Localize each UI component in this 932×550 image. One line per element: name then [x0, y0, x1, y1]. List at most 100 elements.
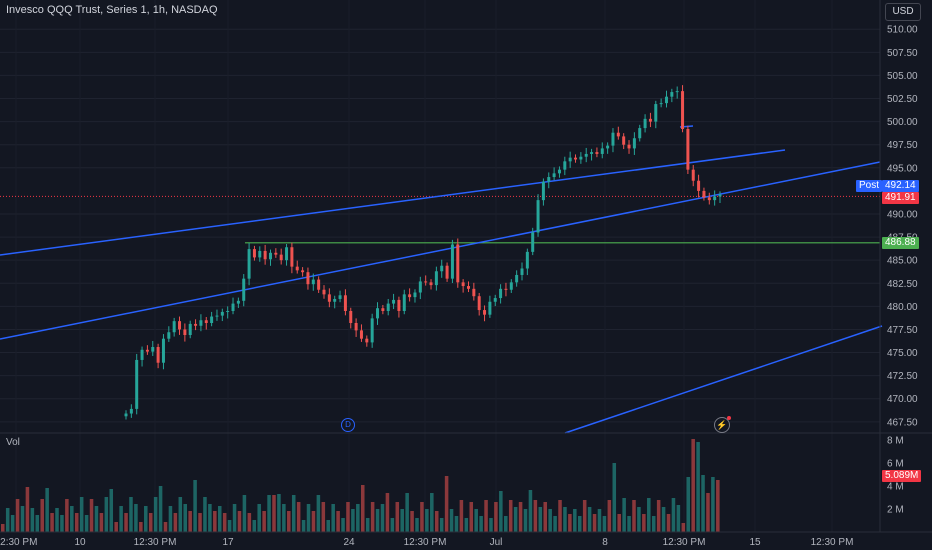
- trendlines[interactable]: [0, 125, 883, 434]
- volume-bar: [65, 499, 69, 532]
- candle-body: [707, 197, 711, 201]
- volume-bar: [582, 500, 587, 532]
- volume-bar: [494, 502, 498, 532]
- candle-body: [247, 249, 251, 279]
- volume-bar: [676, 505, 681, 532]
- volume-tick-label: 8 M: [887, 436, 904, 447]
- time-tick-label: 12:30 PM: [134, 537, 177, 548]
- price-tick-label: 482.50: [887, 279, 918, 290]
- volume-bar: [272, 495, 276, 532]
- volume-bar: [454, 516, 459, 532]
- dividend-badge[interactable]: D: [341, 418, 355, 432]
- volume-bar: [577, 516, 582, 532]
- volume-bar: [153, 497, 158, 532]
- volume-bar: [193, 480, 197, 532]
- volume-bar: [696, 442, 700, 532]
- candle-body: [670, 92, 674, 97]
- candle-body: [568, 157, 572, 162]
- volume-bar: [528, 490, 533, 532]
- volume-bar: [134, 504, 138, 532]
- candle-body: [349, 310, 353, 323]
- candle-body: [376, 308, 380, 319]
- volume-bar: [213, 511, 217, 532]
- level-price-tag: 486.88: [882, 237, 919, 249]
- volume-bar: [257, 504, 261, 532]
- volume-bar: [237, 511, 242, 532]
- volume-bar: [55, 508, 59, 532]
- volume-bar: [356, 504, 360, 532]
- candle-body: [504, 288, 508, 290]
- volume-bar: [94, 506, 99, 532]
- volume-bar: [587, 507, 592, 532]
- candle-body: [268, 252, 272, 260]
- candle-body: [124, 413, 128, 417]
- price-tick-label: 495.00: [887, 163, 918, 174]
- time-tick-label: 15: [749, 537, 761, 548]
- volume-bar: [370, 502, 375, 532]
- volume-bar: [518, 502, 523, 532]
- candle-body: [129, 408, 133, 414]
- candle-body: [151, 347, 155, 352]
- volume-bar: [405, 493, 409, 532]
- candle-body: [295, 266, 299, 271]
- candle-body: [236, 300, 240, 304]
- candle-body: [274, 252, 278, 255]
- volume-bar: [60, 515, 64, 532]
- candle-body: [167, 332, 171, 339]
- volume-bar: [385, 493, 390, 532]
- candle-body: [333, 298, 337, 302]
- candle-body: [285, 247, 289, 261]
- candle-body: [381, 308, 385, 311]
- volume-bar: [30, 508, 35, 532]
- time-tick-label: 8: [602, 537, 608, 548]
- candle-body: [509, 282, 513, 290]
- volume-bar: [242, 495, 247, 532]
- candle-body: [194, 323, 198, 326]
- candle-body: [611, 132, 615, 146]
- volume-bar: [114, 522, 118, 532]
- candle-body: [343, 295, 347, 311]
- price-tick-label: 477.50: [887, 325, 918, 336]
- volume-bar: [20, 506, 25, 532]
- volume-bar: [415, 518, 419, 532]
- candle-body: [145, 349, 149, 352]
- volume-bar: [104, 497, 109, 532]
- volume-bar: [523, 509, 528, 532]
- volume-bar: [336, 511, 340, 532]
- time-tick-label: 17: [222, 537, 234, 548]
- volume-tick-label: 6 M: [887, 459, 904, 470]
- candle-body: [477, 296, 481, 311]
- candle-body: [595, 152, 599, 154]
- volume-bar: [469, 502, 474, 532]
- candle-body: [664, 96, 668, 104]
- volume-bar: [321, 502, 326, 532]
- volume-bar: [716, 480, 720, 532]
- candle-body: [681, 91, 685, 130]
- volume-bar: [316, 495, 321, 532]
- candle-body: [156, 347, 160, 363]
- volume-bar: [489, 518, 493, 532]
- volume-bar: [647, 498, 651, 532]
- volume-bar: [671, 498, 676, 532]
- candle-body: [627, 144, 631, 149]
- lightning-icon[interactable]: ⚡: [714, 416, 731, 433]
- candle-body: [161, 338, 165, 363]
- price-tick-label: 510.00: [887, 25, 918, 36]
- candle-body: [632, 138, 636, 149]
- candle-body: [622, 136, 626, 145]
- candle-body: [697, 180, 701, 191]
- candle-body: [638, 128, 642, 139]
- candle-body: [654, 104, 658, 122]
- currency-button[interactable]: USD: [885, 3, 921, 21]
- volume-bar: [499, 491, 503, 532]
- volume-bar: [139, 522, 143, 532]
- volume-bar: [148, 513, 153, 532]
- volume-bar: [642, 514, 646, 532]
- volume-title: Vol: [6, 437, 20, 448]
- volume-bar: [375, 509, 380, 532]
- volume-bar: [183, 504, 187, 532]
- candle-body: [531, 232, 535, 252]
- candle-body: [515, 274, 519, 283]
